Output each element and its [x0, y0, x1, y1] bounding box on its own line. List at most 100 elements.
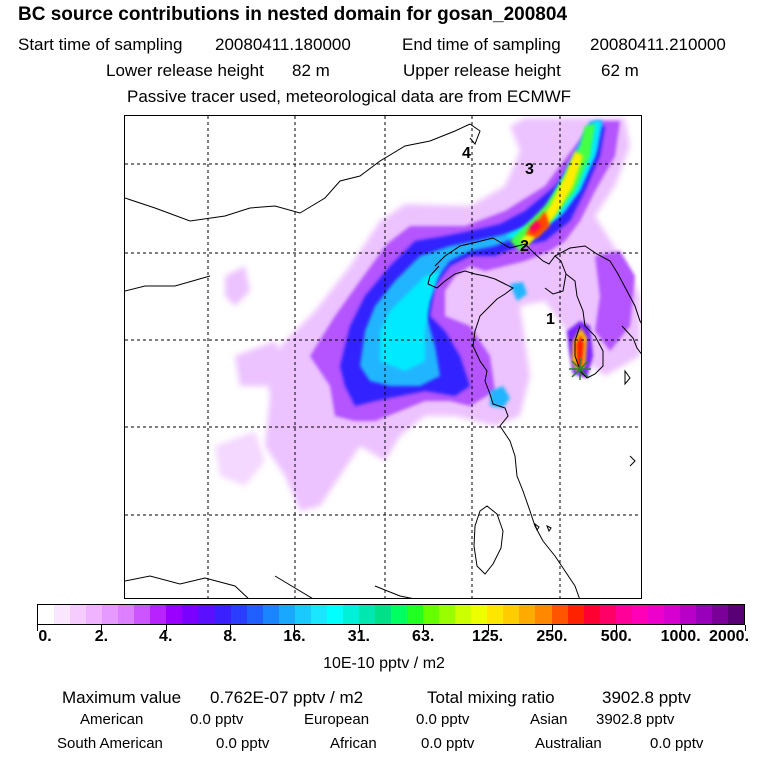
colorbar-tick: [745, 625, 746, 631]
colorbar-segment: [455, 605, 472, 624]
position-label-2: 2: [520, 238, 529, 255]
colorbar-segment: [519, 605, 536, 624]
colorbar-tick-label: 2000.: [708, 628, 750, 645]
colorbar-tick: [423, 625, 425, 631]
colorbar-tick-label: 125.: [471, 628, 504, 645]
max-value: 0.762E-07 pptv / m2: [210, 688, 364, 707]
colorbar-segment: [423, 605, 440, 624]
colorbar-segment: [166, 605, 183, 624]
colorbar-unit: 10E-10 pptv / m2: [323, 655, 445, 672]
colorbar-segment: [38, 605, 55, 624]
colorbar-segment: [439, 605, 456, 624]
colorbar-tick: [487, 625, 489, 631]
page-title: BC source contributions in nested domain…: [18, 4, 568, 25]
source-contribution-map: 1 2 3 4: [124, 115, 642, 599]
region-name-south-american: South American: [57, 735, 163, 752]
region-name-african: African: [330, 735, 377, 752]
region-value-african: 0.0 pptv: [421, 735, 475, 752]
colorbar-segment: [70, 605, 87, 624]
colorbar-tick: [551, 625, 553, 631]
colorbar-tick: [294, 625, 296, 631]
colorbar-tick: [680, 625, 682, 631]
colorbar-tick-label: 16.: [283, 628, 306, 645]
colorbar-tick-label: 4.: [159, 628, 173, 645]
lower-height-label: Lower release height: [106, 61, 264, 80]
colorbar-segment: [535, 605, 552, 624]
colorbar-segment: [728, 605, 745, 624]
tracer-note: Passive tracer used, meteorological data…: [127, 87, 572, 106]
colorbar-segment: [342, 605, 359, 624]
colorbar-segment: [391, 605, 408, 624]
colorbar-segment: [503, 605, 520, 624]
colorbar-segment: [150, 605, 167, 624]
colorbar-segment: [583, 605, 600, 624]
colorbar-segment: [278, 605, 295, 624]
lower-height-value: 82 m: [292, 61, 330, 80]
colorbar-segment: [631, 605, 648, 624]
colorbar-tick-label: 8.: [223, 628, 237, 645]
colorbar-segment: [487, 605, 504, 624]
upper-height-value: 62 m: [601, 61, 639, 80]
position-label-4: 4: [462, 145, 471, 162]
colorbar-tick: [230, 625, 232, 631]
colorbar-tick-label: 63.: [412, 628, 435, 645]
total-mixing-value: 3902.8 pptv: [602, 688, 691, 707]
colorbar-tick: [37, 625, 38, 631]
map-canvas: 1 2 3 4: [125, 116, 641, 598]
region-value-american: 0.0 pptv: [190, 711, 244, 728]
region-value-south-american: 0.0 pptv: [216, 735, 270, 752]
colorbar-segment: [118, 605, 135, 624]
coastlines: [125, 123, 641, 598]
colorbar-tick: [165, 625, 167, 631]
region-value-australian: 0.0 pptv: [650, 735, 704, 752]
colorbar-segment: [326, 605, 343, 624]
colorbar-segment: [54, 605, 71, 624]
region-value-european: 0.0 pptv: [416, 711, 470, 728]
colorbar-tick-label: 500.: [600, 628, 632, 645]
colorbar-segment: [262, 605, 279, 624]
colorbar-segment: [647, 605, 664, 624]
position-label-3: 3: [525, 161, 534, 178]
colorbar-segment: [551, 605, 568, 624]
colorbar-segment: [358, 605, 375, 624]
colorbar: [37, 604, 745, 625]
colorbar-segment: [695, 605, 712, 624]
colorbar-tick: [358, 625, 360, 631]
colorbar-segment: [679, 605, 696, 624]
colorbar-segment: [711, 605, 729, 624]
colorbar-tick-label: 31.: [347, 628, 370, 645]
colorbar-segment: [663, 605, 680, 624]
end-time-label: End time of sampling: [402, 35, 561, 54]
colorbar-segment: [86, 605, 103, 624]
lat-lon-grid: [125, 116, 641, 598]
receptor-star-icon: [569, 358, 591, 380]
colorbar-segment: [407, 605, 424, 624]
region-name-european: European: [304, 711, 370, 728]
total-mixing-label: Total mixing ratio: [427, 688, 555, 707]
plume-layer: [215, 118, 640, 511]
colorbar-segment: [198, 605, 215, 624]
colorbar-segment: [294, 605, 311, 624]
colorbar-tick: [616, 625, 618, 631]
colorbar-segment: [615, 605, 632, 624]
colorbar-tick-label: 1000.: [660, 628, 701, 645]
start-time-label: Start time of sampling: [18, 35, 183, 54]
upper-height-label: Upper release height: [403, 61, 561, 80]
region-name-australian: Australian: [535, 735, 602, 752]
colorbar-segment: [567, 605, 584, 624]
region-name-asian: Asian: [530, 711, 568, 728]
colorbar-tick-label: 250.: [536, 628, 568, 645]
colorbar-segment: [246, 605, 263, 624]
max-value-label: Maximum value: [62, 688, 182, 707]
region-value-asian: 3902.8 pptv: [596, 711, 675, 728]
colorbar-segment: [214, 605, 231, 624]
colorbar-segment: [182, 605, 199, 624]
colorbar-segment: [230, 605, 247, 624]
colorbar-segment: [310, 605, 327, 624]
colorbar-tick-label: 0.: [38, 628, 52, 645]
colorbar-segment: [374, 605, 392, 624]
colorbar-tick: [101, 625, 103, 631]
start-time-value: 20080411.180000: [215, 35, 351, 54]
colorbar-segment: [471, 605, 488, 624]
colorbar-segment: [102, 605, 119, 624]
